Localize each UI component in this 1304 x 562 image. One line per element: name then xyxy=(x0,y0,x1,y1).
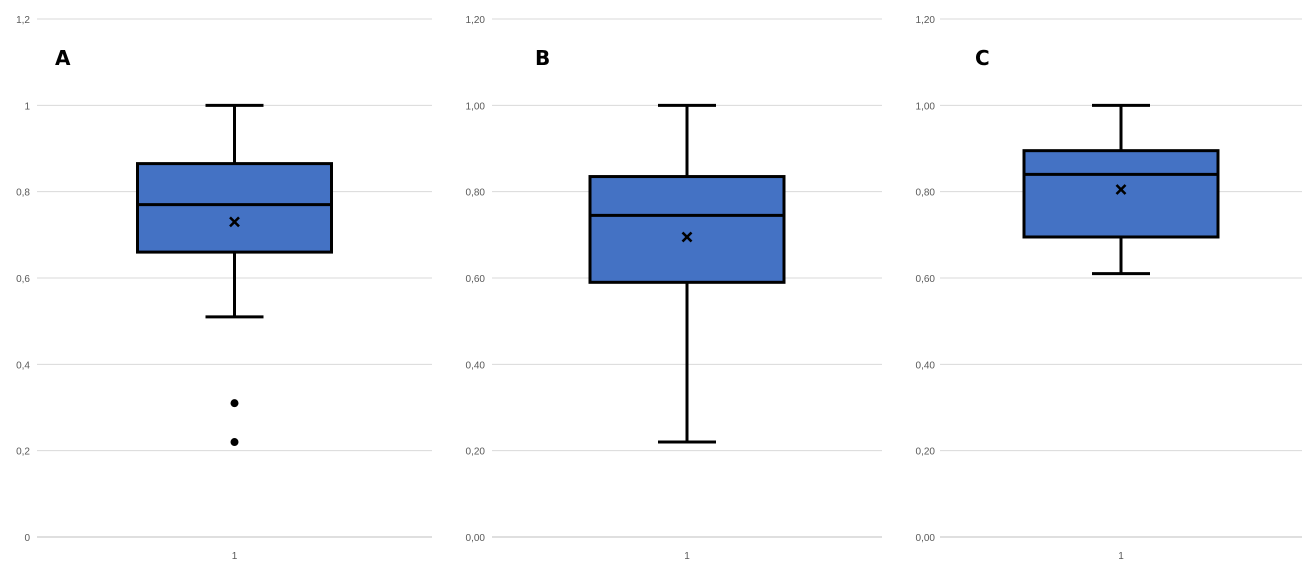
iqr-box xyxy=(588,175,786,284)
x-tick-label: 1 xyxy=(684,551,690,562)
y-tick-label: 0,20 xyxy=(916,447,936,458)
y-tick-label: 0,6 xyxy=(16,274,30,285)
y-tick-label: 1,2 xyxy=(16,15,30,26)
y-tick-label: 1,00 xyxy=(466,101,486,112)
iqr-box xyxy=(1022,149,1220,239)
y-tick-label: 0,40 xyxy=(916,360,936,371)
panel-title: B xyxy=(535,46,550,70)
y-tick-label: 0,60 xyxy=(916,274,936,285)
y-tick-label: 0,00 xyxy=(466,533,486,544)
y-tick-label: 0,00 xyxy=(916,533,936,544)
y-tick-label: 0,8 xyxy=(16,188,30,199)
outlier-point xyxy=(230,438,239,447)
mean-marker xyxy=(229,216,240,228)
y-tick-label: 1 xyxy=(24,101,30,112)
outlier-point xyxy=(230,399,239,408)
y-tick-label: 1,20 xyxy=(916,15,936,26)
y-tick-label: 0,20 xyxy=(466,447,486,458)
y-tick-label: 0,4 xyxy=(16,360,30,371)
y-tick-label: 1,00 xyxy=(916,101,936,112)
panel-title: C xyxy=(975,46,990,70)
y-tick-label: 0,2 xyxy=(16,447,30,458)
y-tick-label: 0,80 xyxy=(916,188,936,199)
y-tick-label: 0,60 xyxy=(466,274,486,285)
y-tick-label: 0,40 xyxy=(466,360,486,371)
y-tick-label: 1,20 xyxy=(466,15,486,26)
x-tick-label: 1 xyxy=(1118,551,1124,562)
x-tick-label: 1 xyxy=(232,551,238,562)
y-tick-label: 0,80 xyxy=(466,188,486,199)
iqr-box xyxy=(136,162,333,254)
mean-marker xyxy=(681,231,693,243)
mean-marker xyxy=(1115,184,1127,195)
panel-title: A xyxy=(55,46,71,70)
y-tick-label: 0 xyxy=(24,533,30,544)
